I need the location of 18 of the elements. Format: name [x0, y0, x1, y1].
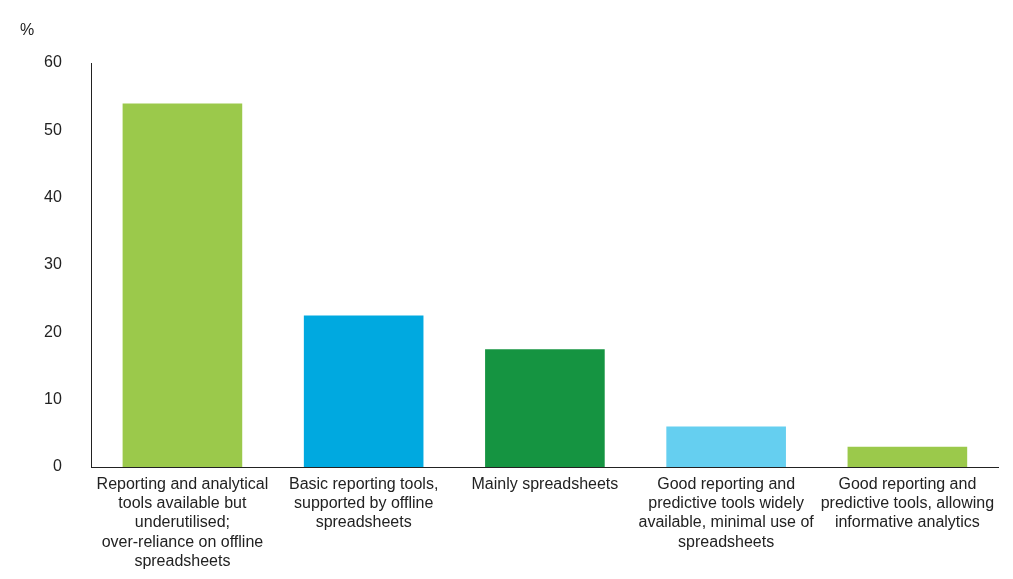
x-tick-label: Good reporting and predictive tools widely available, minimal use of spreadsheets	[638, 475, 815, 550]
y-tick-label: 0	[52, 457, 62, 475]
y-tick-label: 50	[44, 120, 62, 138]
x-tick-label: Good reporting and predictive tools, allowing informative analytics	[820, 475, 995, 531]
bar	[666, 426, 786, 467]
y-tick-label: 10	[44, 390, 62, 408]
bar	[122, 103, 243, 467]
x-tick-label: Mainly spreadsheets	[471, 475, 619, 493]
y-tick-label: 30	[44, 255, 62, 273]
y-tick-label: 60	[44, 53, 62, 71]
y-tick-label: 20	[44, 322, 62, 340]
y-tick-label: 40	[44, 188, 62, 206]
bar	[485, 349, 605, 467]
bar	[303, 315, 424, 467]
x-tick-label: Reporting and analytical tools available but underutilised; over-reliance on offline spreadsheets	[96, 475, 269, 569]
x-tick-label: Basic reporting tools, supported by offline spreadsheets	[288, 475, 439, 531]
bar	[847, 446, 968, 467]
y-axis-title: %	[20, 21, 35, 39]
